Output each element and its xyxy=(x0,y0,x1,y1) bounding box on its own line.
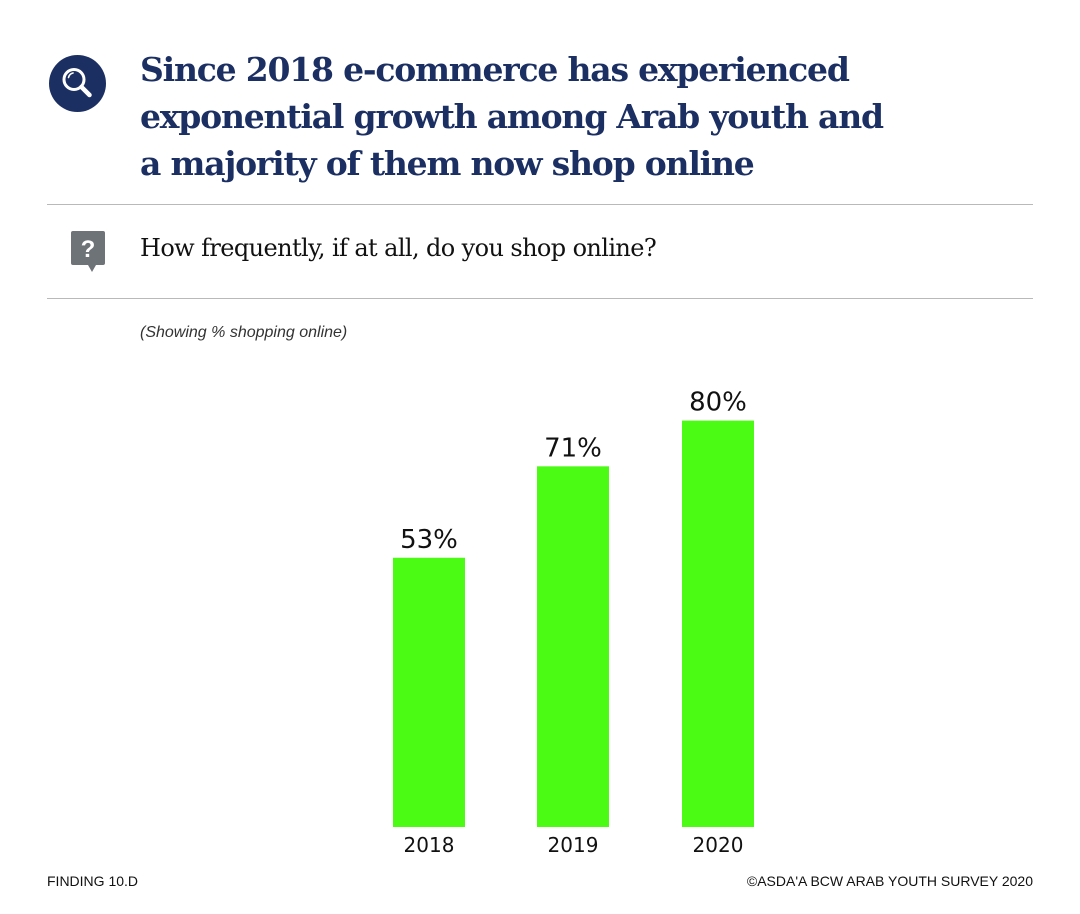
survey-question: How frequently, if at all, do you shop o… xyxy=(140,234,657,262)
copyright-label: ©ASDA'A BCW ARAB YOUTH SURVEY 2020 xyxy=(746,873,1033,889)
bar-chart: 53% 2018 71% 2019 80% 2020 xyxy=(0,360,1080,870)
headline-line-1: Since 2018 e-commerce has experienced xyxy=(140,50,850,89)
chart-note: (Showing % shopping online) xyxy=(140,324,348,341)
divider-top xyxy=(47,204,1033,205)
bar-2018 xyxy=(393,557,465,827)
svg-text:?: ? xyxy=(81,236,96,263)
value-label-2018: 53% xyxy=(400,525,458,555)
headline: Since 2018 e-commerce has experienced ex… xyxy=(140,46,1020,187)
finding-label: FINDING 10.D xyxy=(47,873,139,889)
bar-chart-svg: 53% 2018 71% 2019 80% 2020 xyxy=(393,388,754,857)
headline-line-3: a majority of them now shop online xyxy=(140,144,755,183)
search-icon xyxy=(49,55,106,112)
category-label-2019: 2019 xyxy=(548,833,599,857)
category-label-2018: 2018 xyxy=(404,833,455,857)
category-label-2020: 2020 xyxy=(693,833,744,857)
headline-line-2: exponential growth among Arab youth and xyxy=(140,97,884,136)
divider-bottom xyxy=(47,298,1033,299)
bar-2020 xyxy=(682,420,754,827)
bar-2019 xyxy=(537,466,609,827)
value-label-2019: 71% xyxy=(544,433,602,463)
value-label-2020: 80% xyxy=(689,388,747,418)
question-bubble-icon: ? xyxy=(70,230,106,276)
